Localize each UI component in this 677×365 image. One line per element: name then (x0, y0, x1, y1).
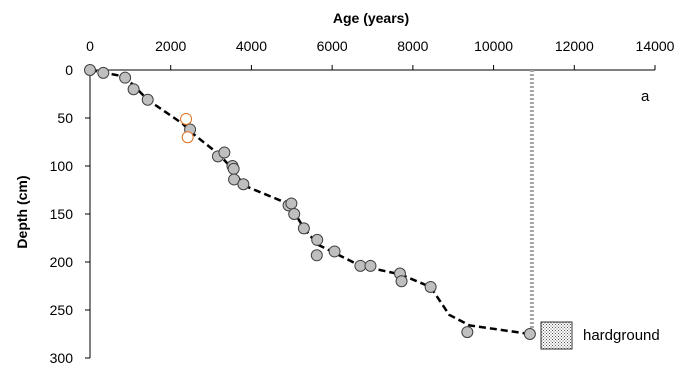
data-point (285, 197, 298, 210)
y-tick-label: 300 (50, 350, 74, 365)
data-point (218, 146, 231, 159)
hardground-legend-swatch (540, 321, 573, 350)
data-point (461, 326, 474, 339)
outlier-point (180, 112, 193, 125)
data-point (364, 259, 377, 272)
data-point (97, 66, 110, 79)
y-axis-title: Depth (cm) (14, 175, 30, 248)
x-tick-label: 4000 (236, 38, 267, 54)
data-point (424, 280, 437, 293)
data-point (237, 178, 250, 191)
data-point (288, 208, 301, 220)
data-point (395, 275, 408, 288)
y-tick-label: 200 (50, 254, 74, 270)
data-point (328, 245, 341, 258)
x-axis: 0 2000 4000 6000 8000 10000 12000 14000 (86, 38, 675, 71)
data-point (354, 259, 367, 272)
data-point (84, 64, 96, 76)
x-axis-title: Age (years) (333, 10, 409, 26)
data-point (297, 222, 310, 235)
x-tick-label: 10000 (474, 38, 513, 54)
y-tick-label: 250 (50, 302, 74, 318)
legend: hardground (540, 321, 660, 350)
x-tick-label: 0 (86, 38, 94, 54)
data-point (228, 173, 241, 186)
outlier-point (181, 131, 194, 144)
data-point (227, 162, 240, 175)
age-model-line-layer (89, 68, 531, 336)
x-tick-label: 14000 (636, 38, 675, 54)
y-tick-label: 100 (50, 158, 74, 174)
x-tick-label: 8000 (397, 38, 428, 54)
x-tick-label: 12000 (555, 38, 594, 54)
x-tick-label: 2000 (155, 38, 186, 54)
age-model-line (89, 68, 531, 336)
hardground-legend-label: hardground (583, 327, 660, 344)
y-axis: 0 50 100 150 200 250 300 (50, 62, 91, 365)
data-point (311, 233, 324, 246)
panel-label: a (641, 88, 650, 105)
data-point (523, 328, 536, 340)
data-point (119, 71, 132, 84)
y-tick-label: 50 (57, 110, 73, 126)
data-point (127, 83, 140, 96)
x-tick-label: 6000 (317, 38, 348, 54)
data-point (141, 93, 154, 106)
y-tick-label: 150 (50, 206, 74, 222)
data-points-layer (84, 64, 536, 340)
y-tick-label: 0 (65, 62, 73, 78)
data-point (310, 249, 323, 262)
